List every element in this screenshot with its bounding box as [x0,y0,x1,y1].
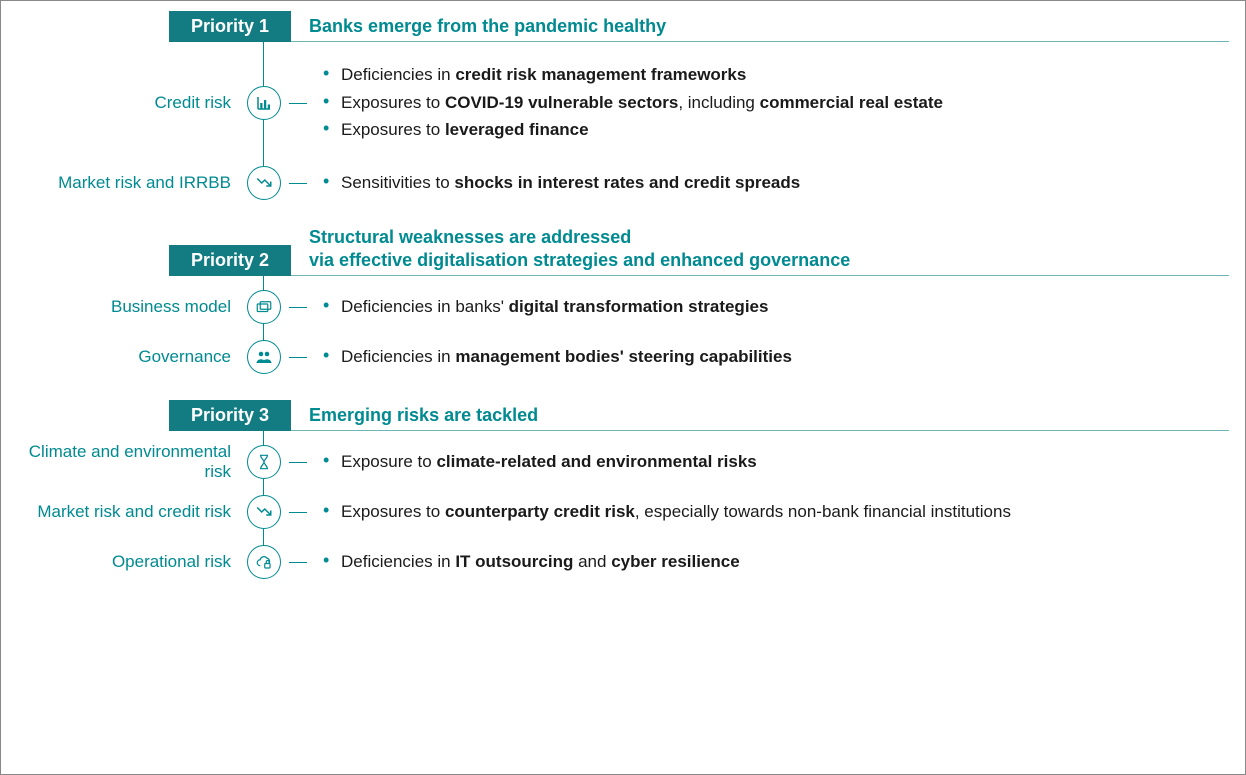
category-label: Market risk and IRRBB [9,173,239,193]
category-label: Business model [9,297,239,317]
priority-title: Emerging risks are tackled [291,404,1229,432]
cloud-lock-icon [247,545,281,579]
cards-icon [247,290,281,324]
priority-badge: Priority 2 [169,245,291,276]
bullet-list: Deficiencies in IT outsourcing and cyber… [307,546,1229,579]
icon-wrap [239,545,289,579]
priority-body: Business model Deficiencies in banks' di… [9,282,1229,382]
category-label: Governance [9,347,239,367]
connector-stub [289,357,307,358]
priority-3: Priority 3 Emerging risks are tackled Cl… [9,400,1229,587]
priority-1: Priority 1 Banks emerge from the pandemi… [9,11,1229,208]
bullet-list: Exposures to counterparty credit risk, e… [307,496,1229,529]
category-label: Climate and environmental risk [9,442,239,483]
priority-header: Priority 3 Emerging risks are tackled [9,400,1229,431]
connector-stub [289,183,307,184]
bullet-list: Deficiencies in management bodies' steer… [307,341,1229,374]
trend-down-icon [247,495,281,529]
priority-header: Priority 2 Structural weaknesses are add… [9,226,1229,276]
connector-stub [289,307,307,308]
category-row: Market risk and credit risk Exposures to… [9,487,1229,537]
icon-wrap [239,445,289,479]
priority-title: Structural weaknesses are addressed via … [291,226,1229,276]
priority-header: Priority 1 Banks emerge from the pandemi… [9,11,1229,42]
diagram-canvas: Priority 1 Banks emerge from the pandemi… [0,0,1246,775]
hourglass-icon [247,445,281,479]
connector-stub [289,512,307,513]
category-label: Operational risk [9,552,239,572]
icon-wrap [239,495,289,529]
bullet-list: Deficiencies in banks' digital transform… [307,291,1229,324]
bullet-list: Sensitivities to shocks in interest rate… [307,167,1229,200]
connector-stub [289,562,307,563]
bullet-list: Deficiencies in credit risk management f… [307,59,1229,148]
priority-badge: Priority 3 [169,400,291,431]
connector-stub [289,462,307,463]
bullet-list: Exposure to climate-related and environm… [307,446,1229,479]
icon-wrap [239,86,289,120]
priority-badge: Priority 1 [169,11,291,42]
connector-stub [289,103,307,104]
priority-2: Priority 2 Structural weaknesses are add… [9,226,1229,382]
people-icon [247,340,281,374]
priority-body: Climate and environmental risk Exposure … [9,437,1229,587]
category-row: Operational risk Deficiencies in IT outs… [9,537,1229,587]
bar-chart-icon [247,86,281,120]
category-row: Business model Deficiencies in banks' di… [9,282,1229,332]
category-row: Market risk and IRRBB Sensitivities to s… [9,158,1229,208]
icon-wrap [239,340,289,374]
icon-wrap [239,166,289,200]
category-row: Governance Deficiencies in management bo… [9,332,1229,382]
icon-wrap [239,290,289,324]
category-label: Market risk and credit risk [9,502,239,522]
category-row: Climate and environmental risk Exposure … [9,437,1229,487]
priority-body: Credit risk Deficiencies in credit risk … [9,48,1229,208]
category-row: Credit risk Deficiencies in credit risk … [9,48,1229,158]
category-label: Credit risk [9,93,239,113]
priority-title: Banks emerge from the pandemic healthy [291,15,1229,43]
trend-down-icon [247,166,281,200]
